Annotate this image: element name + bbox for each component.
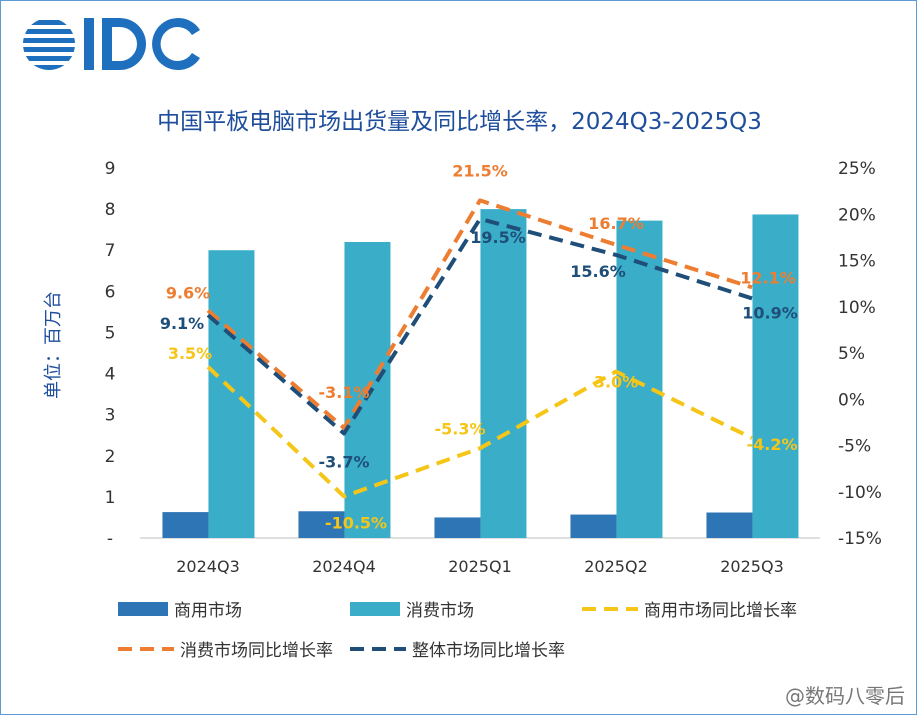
y-tick-label: -	[107, 529, 113, 549]
legend-label: 消费市场	[406, 601, 474, 621]
bar	[570, 514, 617, 538]
x-tick-label: 2024Q3	[176, 557, 240, 576]
data-label: 3.5%	[168, 344, 212, 363]
y2-tick-label: 0%	[838, 390, 865, 410]
legend-swatch	[350, 602, 400, 616]
data-label: 3.0%	[594, 373, 638, 392]
x-tick-label: 2025Q3	[720, 557, 784, 576]
data-label: -3.7%	[318, 452, 369, 471]
data-label: 21.5%	[452, 161, 508, 180]
y-tick-label: 8	[105, 200, 116, 220]
y2-tick-label: -10%	[838, 483, 882, 503]
x-tick-label: 2024Q4	[312, 557, 376, 576]
y-tick-label: 6	[105, 282, 116, 302]
data-label: -4.2%	[746, 435, 797, 454]
data-label: 12.1%	[740, 268, 796, 287]
data-label: 9.1%	[160, 314, 204, 333]
data-label: 19.5%	[470, 228, 526, 247]
y2-tick-label: 10%	[838, 298, 876, 318]
bar	[480, 209, 527, 538]
data-label: 9.6%	[166, 283, 210, 302]
bar	[162, 512, 209, 538]
data-label: 10.9%	[742, 303, 798, 322]
series-line	[206, 198, 753, 430]
legend-swatch	[118, 602, 168, 616]
bar	[752, 214, 799, 538]
bar	[706, 512, 753, 538]
y-tick-label: 9	[105, 159, 116, 179]
bar	[298, 511, 345, 538]
x-tick-label: 2025Q2	[584, 557, 648, 576]
y2-tick-label: -5%	[838, 437, 871, 457]
y-tick-label: 1	[105, 488, 116, 508]
y-tick-label: 3	[105, 406, 116, 426]
legend-label: 整体市场同比增长率	[412, 641, 565, 661]
idc-logo	[23, 18, 200, 71]
legend-label: 商用市场同比增长率	[644, 601, 797, 621]
series-line	[206, 365, 753, 499]
y-tick-label: 4	[105, 365, 116, 385]
data-label: -5.3%	[434, 419, 485, 438]
series-line	[206, 216, 753, 436]
bar	[616, 220, 663, 538]
y2-tick-label: -15%	[838, 529, 882, 549]
data-label: -3.1%	[318, 383, 369, 402]
y-tick-label: 5	[105, 323, 116, 343]
data-label: 15.6%	[570, 262, 626, 281]
y2-tick-label: 20%	[838, 205, 876, 225]
legend-label: 商用市场	[174, 601, 242, 621]
data-label: 16.7%	[588, 214, 644, 233]
data-label: -10.5%	[325, 513, 387, 532]
legend-label: 消费市场同比增长率	[180, 641, 333, 661]
y2-tick-label: 5%	[838, 344, 865, 364]
y-tick-label: 7	[105, 241, 116, 261]
watermark: @数码八零后	[785, 684, 905, 708]
y-tick-label: 2	[105, 447, 116, 467]
x-tick-label: 2025Q1	[448, 557, 512, 576]
y2-tick-label: 25%	[838, 159, 876, 179]
y2-tick-label: 15%	[838, 252, 876, 272]
chart-title: 中国平板电脑市场出货量及同比增长率，2024Q3-2025Q3	[157, 109, 762, 135]
bar	[208, 250, 255, 538]
bar	[434, 517, 481, 538]
